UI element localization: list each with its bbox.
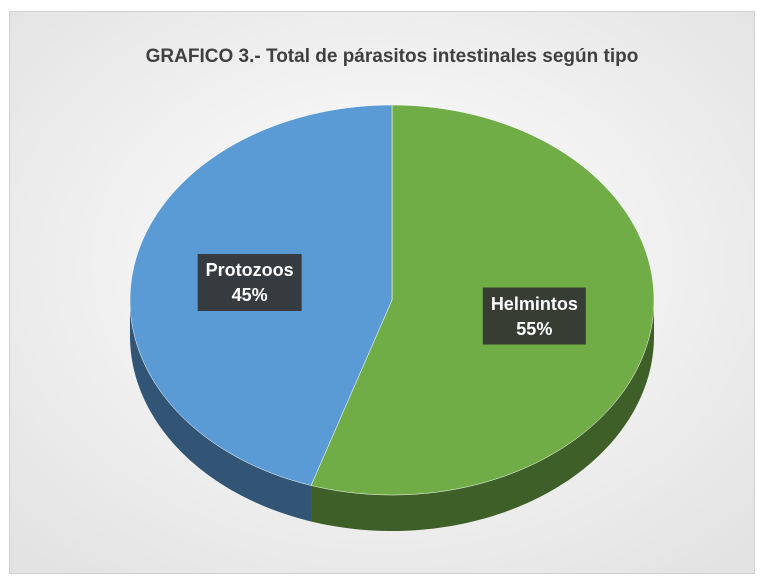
- slice-side: [130, 300, 312, 522]
- data-label-category: Helmintos: [491, 294, 578, 314]
- data-label-box: [482, 287, 586, 345]
- data-label: Protozoos 45%: [206, 260, 294, 305]
- pie: Helmintos 55% Protozoos 45%: [129, 104, 655, 531]
- data-label-box: [197, 253, 302, 311]
- slice-side: [311, 300, 654, 531]
- data-label-category: Protozoos: [206, 260, 294, 280]
- data-label: Helmintos 55%: [491, 294, 578, 339]
- data-label-value: 55%: [516, 319, 552, 339]
- chart-title: GRAFICO 3.- Total de párasitos intestina…: [146, 46, 639, 67]
- data-label-value: 45%: [232, 285, 268, 305]
- slice: [310, 104, 655, 496]
